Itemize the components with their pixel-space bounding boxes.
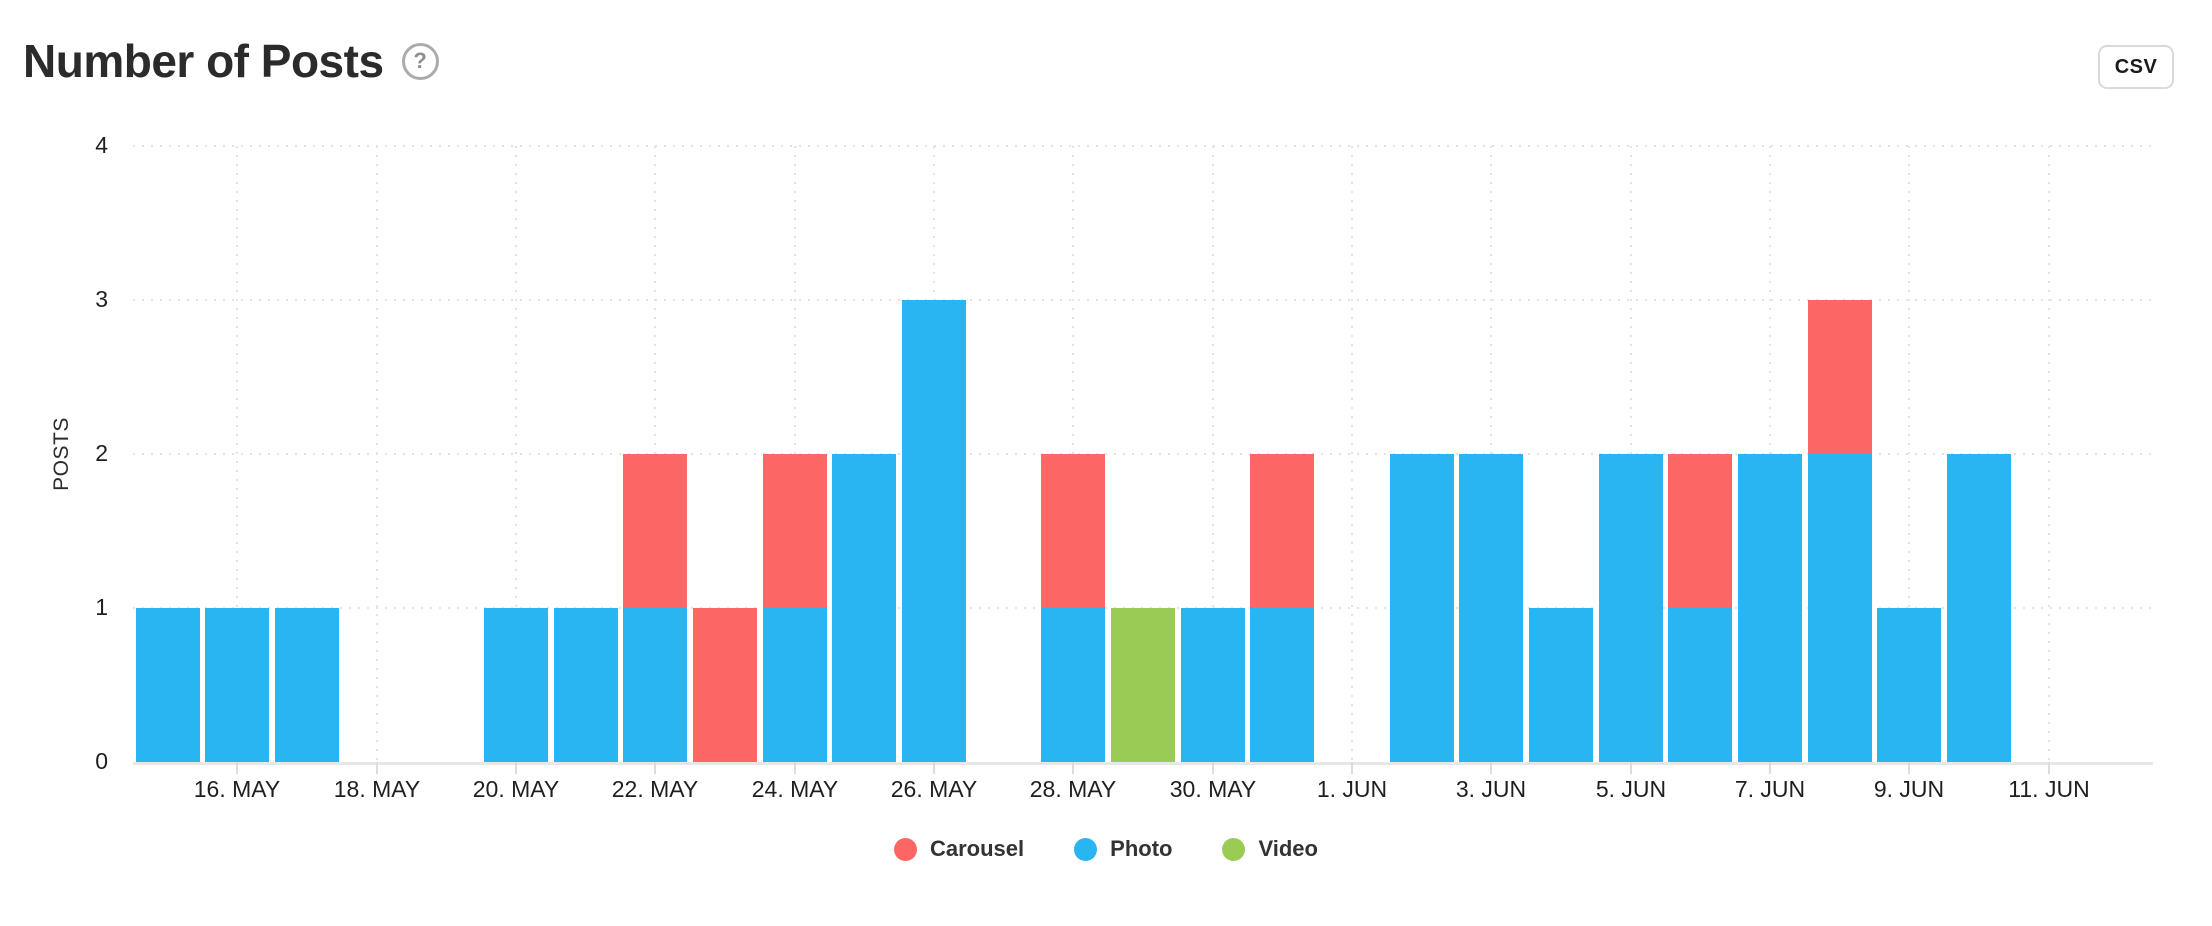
bar-segment-photo[interactable] bbox=[763, 608, 827, 762]
bar-segment-photo[interactable] bbox=[1947, 454, 2011, 762]
bar-segment-photo[interactable] bbox=[1041, 608, 1105, 762]
x-axis-tick-label: 20. MAY bbox=[472, 776, 560, 802]
bar-segment-carousel[interactable] bbox=[693, 608, 757, 762]
csv-export-button[interactable]: CSV bbox=[2098, 45, 2174, 89]
x-axis-tick bbox=[794, 762, 796, 774]
bar-segment-photo[interactable] bbox=[1250, 608, 1314, 762]
x-gridline bbox=[1351, 146, 1353, 762]
x-axis-tick-label: 9. JUN bbox=[1873, 776, 1945, 802]
bar-segment-photo[interactable] bbox=[136, 608, 200, 762]
x-axis-tick bbox=[2048, 762, 2050, 774]
x-gridline bbox=[2048, 146, 2050, 762]
x-axis-tick bbox=[1490, 762, 1492, 774]
x-axis-tick bbox=[1212, 762, 1214, 774]
y-axis-tick-label: 3 bbox=[95, 286, 108, 312]
y-axis-tick-label: 4 bbox=[95, 132, 108, 158]
x-axis-tick-label: 26. MAY bbox=[890, 776, 978, 802]
y-axis-tick-label: 0 bbox=[95, 748, 108, 774]
bar-segment-photo[interactable] bbox=[1808, 454, 1872, 762]
x-axis-tick bbox=[1072, 762, 1074, 774]
chart-header: Number of Posts ? bbox=[23, 36, 439, 87]
bar-segment-photo[interactable] bbox=[1738, 454, 1802, 762]
plot-area bbox=[133, 145, 2153, 762]
x-axis-tick-label: 18. MAY bbox=[333, 776, 421, 802]
legend-item-video[interactable]: Video bbox=[1222, 836, 1318, 862]
x-axis-tick-label: 28. MAY bbox=[1029, 776, 1117, 802]
legend-item-carousel[interactable]: Carousel bbox=[894, 836, 1024, 862]
bar-segment-photo[interactable] bbox=[832, 454, 896, 762]
bar-segment-photo[interactable] bbox=[1599, 454, 1663, 762]
bar-segment-carousel[interactable] bbox=[763, 454, 827, 608]
legend-dot-carousel bbox=[894, 837, 917, 861]
x-axis-tick-label: 11. JUN bbox=[2008, 776, 2090, 802]
bar-segment-photo[interactable] bbox=[1390, 454, 1454, 762]
x-axis-tick bbox=[933, 762, 935, 774]
legend-label: Carousel bbox=[930, 836, 1025, 861]
legend-label: Video bbox=[1258, 836, 1318, 861]
bar-segment-carousel[interactable] bbox=[1808, 300, 1872, 454]
y-gridline bbox=[133, 299, 2153, 301]
legend-item-photo[interactable]: Photo bbox=[1074, 836, 1172, 862]
bar-segment-photo[interactable] bbox=[554, 608, 618, 762]
bar-segment-photo[interactable] bbox=[1181, 608, 1245, 762]
x-axis-tick bbox=[654, 762, 656, 774]
bar-segment-photo[interactable] bbox=[275, 608, 339, 762]
y-axis-tick-label: 2 bbox=[95, 440, 108, 466]
legend-label: Photo bbox=[1110, 836, 1173, 861]
bar-segment-photo[interactable] bbox=[1459, 454, 1523, 762]
bar-segment-carousel[interactable] bbox=[623, 454, 687, 608]
x-gridline bbox=[236, 146, 238, 762]
x-axis-line bbox=[133, 762, 2153, 765]
x-axis-tick-label: 16. MAY bbox=[193, 776, 281, 802]
bar-segment-photo[interactable] bbox=[205, 608, 269, 762]
x-gridline bbox=[515, 146, 517, 762]
y-axis-tick-label: 1 bbox=[95, 594, 108, 620]
bar-segment-photo[interactable] bbox=[902, 300, 966, 762]
bar-segment-carousel[interactable] bbox=[1668, 454, 1732, 608]
x-axis-tick-label: 3. JUN bbox=[1455, 776, 1527, 802]
legend-dot-video bbox=[1222, 837, 1246, 861]
x-gridline bbox=[376, 146, 378, 762]
x-axis-tick bbox=[1769, 762, 1771, 774]
bar-segment-carousel[interactable] bbox=[1250, 454, 1314, 608]
x-axis-tick bbox=[376, 762, 378, 774]
help-icon-glyph: ? bbox=[413, 48, 427, 74]
bar-segment-photo[interactable] bbox=[1877, 608, 1941, 762]
x-axis-tick-label: 1. JUN bbox=[1316, 776, 1388, 802]
bar-segment-photo[interactable] bbox=[484, 608, 548, 762]
y-gridline bbox=[133, 145, 2153, 147]
legend-dot-photo bbox=[1074, 837, 1098, 861]
x-axis-tick bbox=[1630, 762, 1632, 774]
x-axis-tick bbox=[1908, 762, 1910, 774]
x-axis-tick-label: 24. MAY bbox=[751, 776, 839, 802]
bar-segment-carousel[interactable] bbox=[1041, 454, 1105, 608]
x-gridline bbox=[1212, 146, 1214, 762]
bar-segment-video[interactable] bbox=[1111, 608, 1175, 762]
x-axis-tick-label: 7. JUN bbox=[1734, 776, 1806, 802]
help-icon[interactable]: ? bbox=[401, 42, 439, 80]
bar-segment-photo[interactable] bbox=[1529, 608, 1593, 762]
x-axis-tick-label: 22. MAY bbox=[611, 776, 699, 802]
x-axis-tick bbox=[1351, 762, 1353, 774]
y-gridline bbox=[133, 453, 2153, 455]
x-axis-tick-label: 5. JUN bbox=[1595, 776, 1667, 802]
chart-legend: Carousel Photo Video bbox=[0, 836, 2212, 862]
bar-segment-photo[interactable] bbox=[623, 608, 687, 762]
x-axis-tick bbox=[236, 762, 238, 774]
page-title: Number of Posts bbox=[23, 35, 384, 87]
x-gridline bbox=[1908, 146, 1910, 762]
x-axis-tick bbox=[515, 762, 517, 774]
x-axis-tick-label: 30. MAY bbox=[1169, 776, 1257, 802]
bar-segment-photo[interactable] bbox=[1668, 608, 1732, 762]
